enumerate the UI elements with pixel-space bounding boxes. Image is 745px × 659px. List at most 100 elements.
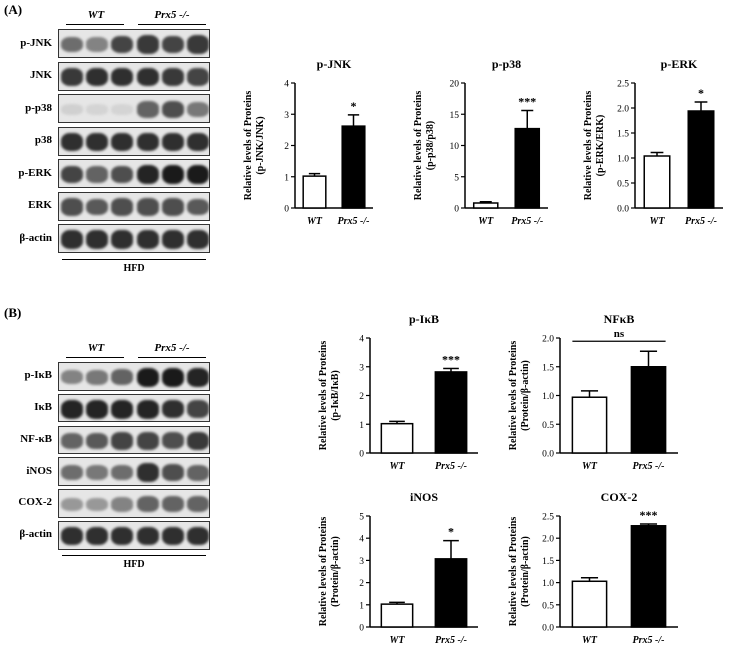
blot-strip-erk	[58, 191, 210, 221]
blot-band	[60, 399, 83, 419]
blot-band	[85, 166, 109, 183]
y-tick-label: 1.5	[617, 130, 629, 140]
blot-band	[111, 464, 134, 481]
blot-band	[136, 527, 159, 546]
blot-band	[85, 399, 109, 419]
blot-hfd-label: HFD	[123, 262, 145, 274]
significance-marker: *	[351, 99, 357, 113]
blot-band	[111, 198, 134, 216]
blot-row-label-cox-2: COX-2	[18, 496, 52, 509]
chart-title: COX-2	[601, 490, 638, 504]
blot-strip-inos	[58, 457, 210, 486]
blot-group-line-wt	[66, 24, 124, 25]
blot-strip-p-erk	[58, 159, 210, 188]
y-axis-label-ratio: (p-JNK/JNK)	[255, 116, 266, 174]
blot-band	[60, 36, 83, 53]
blot-band	[60, 198, 83, 216]
y-axis-label-ratio: (p-ERK/ERK)	[595, 115, 606, 177]
blot-band	[111, 35, 134, 54]
blot-band	[85, 527, 109, 546]
y-axis-label-ratio: (p-IκB/IκB)	[330, 370, 341, 421]
y-tick-label: 2.0	[617, 105, 629, 115]
y-tick-label: 5	[359, 513, 364, 523]
chart-title: p-JNK	[317, 57, 352, 71]
blot-band	[60, 132, 83, 152]
chart-title: p-ERK	[661, 57, 698, 71]
y-tick-label: 3	[359, 557, 364, 567]
blot-band	[136, 198, 159, 216]
blot-hfd-line	[62, 554, 206, 556]
blot-band	[111, 104, 134, 115]
y-axis-label-ratio: (Protein/β-actin)	[520, 360, 531, 431]
y-tick-label: 2.0	[542, 335, 554, 345]
blot-band	[85, 198, 109, 216]
blot-band	[60, 230, 83, 249]
blot-band	[161, 35, 185, 54]
y-tick-label: 0	[359, 624, 364, 634]
blot-row-label-p-p38: p-p38	[25, 101, 52, 114]
blot-band	[111, 399, 134, 419]
y-tick-label: 1	[284, 173, 289, 183]
y-tick-label: 2	[284, 142, 289, 152]
y-tick-label: 5	[454, 173, 459, 183]
bar-wt	[571, 396, 608, 454]
y-axis-label: Relative levels of Proteins	[318, 341, 329, 451]
blot-band	[85, 497, 109, 512]
y-axis-label-ratio: (Protein/β-actin)	[330, 536, 341, 607]
blot-band	[161, 67, 185, 87]
cox-2-bar-chart: COX-2 0.0 0.5 1.0 1.5 2.0 2.5 Relative levels o…	[508, 490, 678, 646]
bar-wt	[643, 155, 671, 209]
blot-band	[187, 400, 209, 418]
y-tick-label: 2.5	[542, 513, 554, 523]
blot-band	[136, 132, 159, 152]
bar-wt	[380, 603, 414, 628]
blot-row-label-p-erk: p-ERK	[18, 166, 52, 179]
x-tick-label: Prx5 -/-	[633, 461, 665, 472]
y-axis-label-ratio: (p-p38/p38)	[425, 121, 436, 170]
blot-band	[161, 164, 185, 185]
x-tick-label: WT	[582, 461, 598, 472]
y-tick-label: 0.5	[617, 180, 629, 190]
blot-row-label-nf-kb: NF-κB	[20, 432, 52, 445]
y-axis-label: Relative levels of Proteins	[508, 517, 519, 627]
blot-band	[136, 101, 159, 118]
blot-band	[60, 104, 83, 115]
blot-strip-cox-2	[58, 489, 210, 518]
x-tick-label: WT	[390, 461, 406, 472]
panel-a-label: (A)	[4, 2, 23, 17]
blot-row-label-beta-actin: β-actin	[19, 528, 52, 541]
blot-band	[187, 431, 209, 450]
blot-band	[111, 230, 134, 249]
significance-marker: *	[698, 86, 704, 100]
significance-marker: *	[448, 525, 454, 539]
y-tick-label: 1.0	[542, 579, 554, 589]
blot-band	[85, 67, 109, 87]
y-tick-label: 1.5	[542, 557, 554, 567]
blot-band	[60, 67, 83, 87]
blot-band	[161, 230, 185, 249]
y-tick-label: 2	[359, 392, 364, 402]
bar-prx5	[687, 110, 715, 209]
y-axis-label: Relative levels of Proteins	[583, 91, 594, 201]
significance-marker: ***	[640, 508, 658, 522]
y-tick-label: 3	[284, 111, 289, 121]
y-tick-label: 1	[359, 601, 364, 611]
blot-band	[187, 230, 209, 249]
blot-band	[136, 463, 159, 482]
y-tick-label: 2.5	[617, 80, 629, 90]
x-tick-label: Prx5 -/-	[435, 635, 467, 646]
bar-prx5	[630, 525, 667, 628]
blot-band	[85, 432, 109, 450]
blot-band	[111, 165, 134, 184]
blot-band	[85, 230, 109, 249]
y-tick-label: 0.5	[542, 601, 554, 611]
blot-band	[85, 104, 109, 115]
blot-band	[161, 198, 185, 216]
bar-prx5	[514, 127, 541, 209]
blot-band	[85, 132, 109, 152]
blot-band	[60, 165, 83, 184]
x-tick-label: Prx5 -/-	[435, 461, 467, 472]
blot-band	[136, 399, 159, 419]
blot-band	[111, 132, 134, 152]
blot-group-label-wt: WT	[87, 342, 105, 354]
